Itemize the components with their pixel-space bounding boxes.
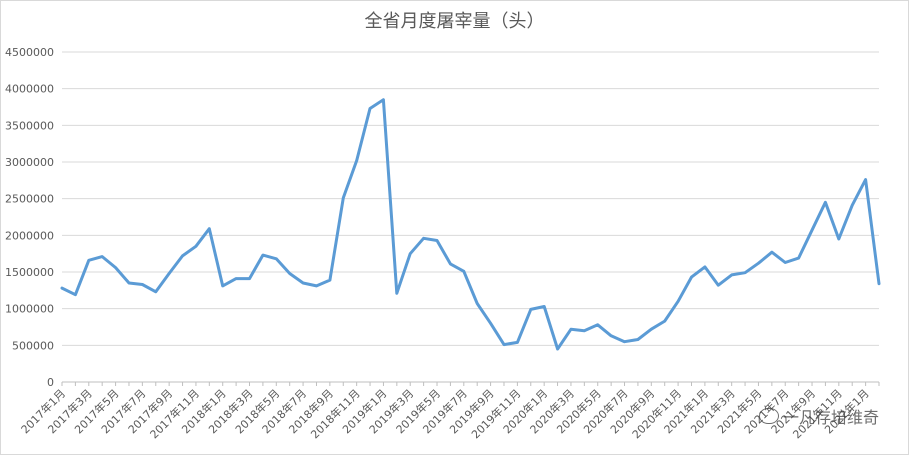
y-tick-label: 1000000 xyxy=(5,303,54,316)
data-point xyxy=(234,277,238,280)
data-point xyxy=(288,272,291,275)
data-point xyxy=(569,328,573,331)
data-point xyxy=(770,251,774,254)
data-point xyxy=(275,257,278,260)
y-axis-ticks: 0 500000 1000000 1500000 2000000 2500000 30000… xyxy=(5,46,54,389)
data-point xyxy=(784,261,787,264)
data-point xyxy=(851,204,854,207)
data-point xyxy=(475,302,479,305)
data-point xyxy=(342,196,345,200)
data-point xyxy=(435,239,439,242)
y-tick-label: 2500000 xyxy=(5,193,54,206)
data-point xyxy=(690,275,693,279)
data-point xyxy=(355,159,358,162)
series-line xyxy=(60,98,881,351)
data-point xyxy=(743,271,747,274)
data-point xyxy=(449,262,452,266)
data-point xyxy=(636,338,640,341)
data-point xyxy=(810,229,814,232)
data-point xyxy=(395,292,399,295)
data-point xyxy=(368,107,372,110)
data-point xyxy=(74,293,77,296)
data-point xyxy=(141,283,144,286)
data-point xyxy=(583,329,586,332)
chart-title: 全省月度屠宰量（头） xyxy=(364,11,545,32)
data-point xyxy=(315,284,318,288)
data-point xyxy=(409,252,412,255)
data-point xyxy=(676,300,680,303)
wechat-icon xyxy=(758,408,779,424)
data-point xyxy=(596,323,599,326)
y-tick-label: 500000 xyxy=(12,339,54,352)
data-point xyxy=(757,262,760,265)
data-point xyxy=(502,343,506,346)
data-point xyxy=(663,319,666,323)
data-point xyxy=(382,98,385,101)
y-tick-label: 0 xyxy=(47,376,54,389)
y-tick-label: 3500000 xyxy=(5,119,54,132)
data-point xyxy=(328,278,332,282)
data-point xyxy=(100,255,104,258)
watermark: 一凡存培维奇 xyxy=(758,404,879,428)
data-point xyxy=(556,347,559,351)
data-point xyxy=(114,266,117,269)
data-point xyxy=(529,308,532,311)
data-point xyxy=(824,201,827,204)
data-point xyxy=(516,341,519,344)
data-point xyxy=(542,305,546,308)
data-point xyxy=(261,253,265,257)
data-point xyxy=(87,259,90,262)
x-axis-ticks: 2017年1月2017年3月2017年5月2017年7月2017年9月2017年… xyxy=(18,382,880,441)
y-tick-label: 3000000 xyxy=(5,156,54,169)
series-layer xyxy=(60,98,881,351)
data-point xyxy=(208,227,211,230)
data-point xyxy=(422,237,425,240)
y-tick-label: 4500000 xyxy=(5,46,54,59)
y-tick-label: 2000000 xyxy=(5,229,54,242)
data-point xyxy=(650,328,653,331)
data-point xyxy=(60,286,64,290)
data-point xyxy=(730,273,733,277)
data-point xyxy=(181,254,184,258)
gridlines xyxy=(62,51,879,383)
data-point xyxy=(623,340,626,343)
data-point xyxy=(489,322,492,325)
data-point xyxy=(248,277,251,280)
data-point xyxy=(194,245,198,248)
data-point xyxy=(462,270,466,273)
data-point xyxy=(877,282,881,285)
data-point xyxy=(717,284,720,287)
data-point xyxy=(154,290,157,293)
data-point xyxy=(167,272,171,275)
watermark-text: 一凡存培维奇 xyxy=(782,408,879,427)
data-point xyxy=(864,178,867,181)
data-point xyxy=(703,265,707,269)
data-point xyxy=(797,256,800,260)
y-tick-label: 1500000 xyxy=(5,266,54,279)
y-tick-label: 4000000 xyxy=(5,83,54,96)
data-point xyxy=(221,284,224,288)
data-point xyxy=(837,237,841,241)
data-point xyxy=(609,334,613,337)
data-point xyxy=(127,281,131,285)
data-point xyxy=(301,281,305,285)
